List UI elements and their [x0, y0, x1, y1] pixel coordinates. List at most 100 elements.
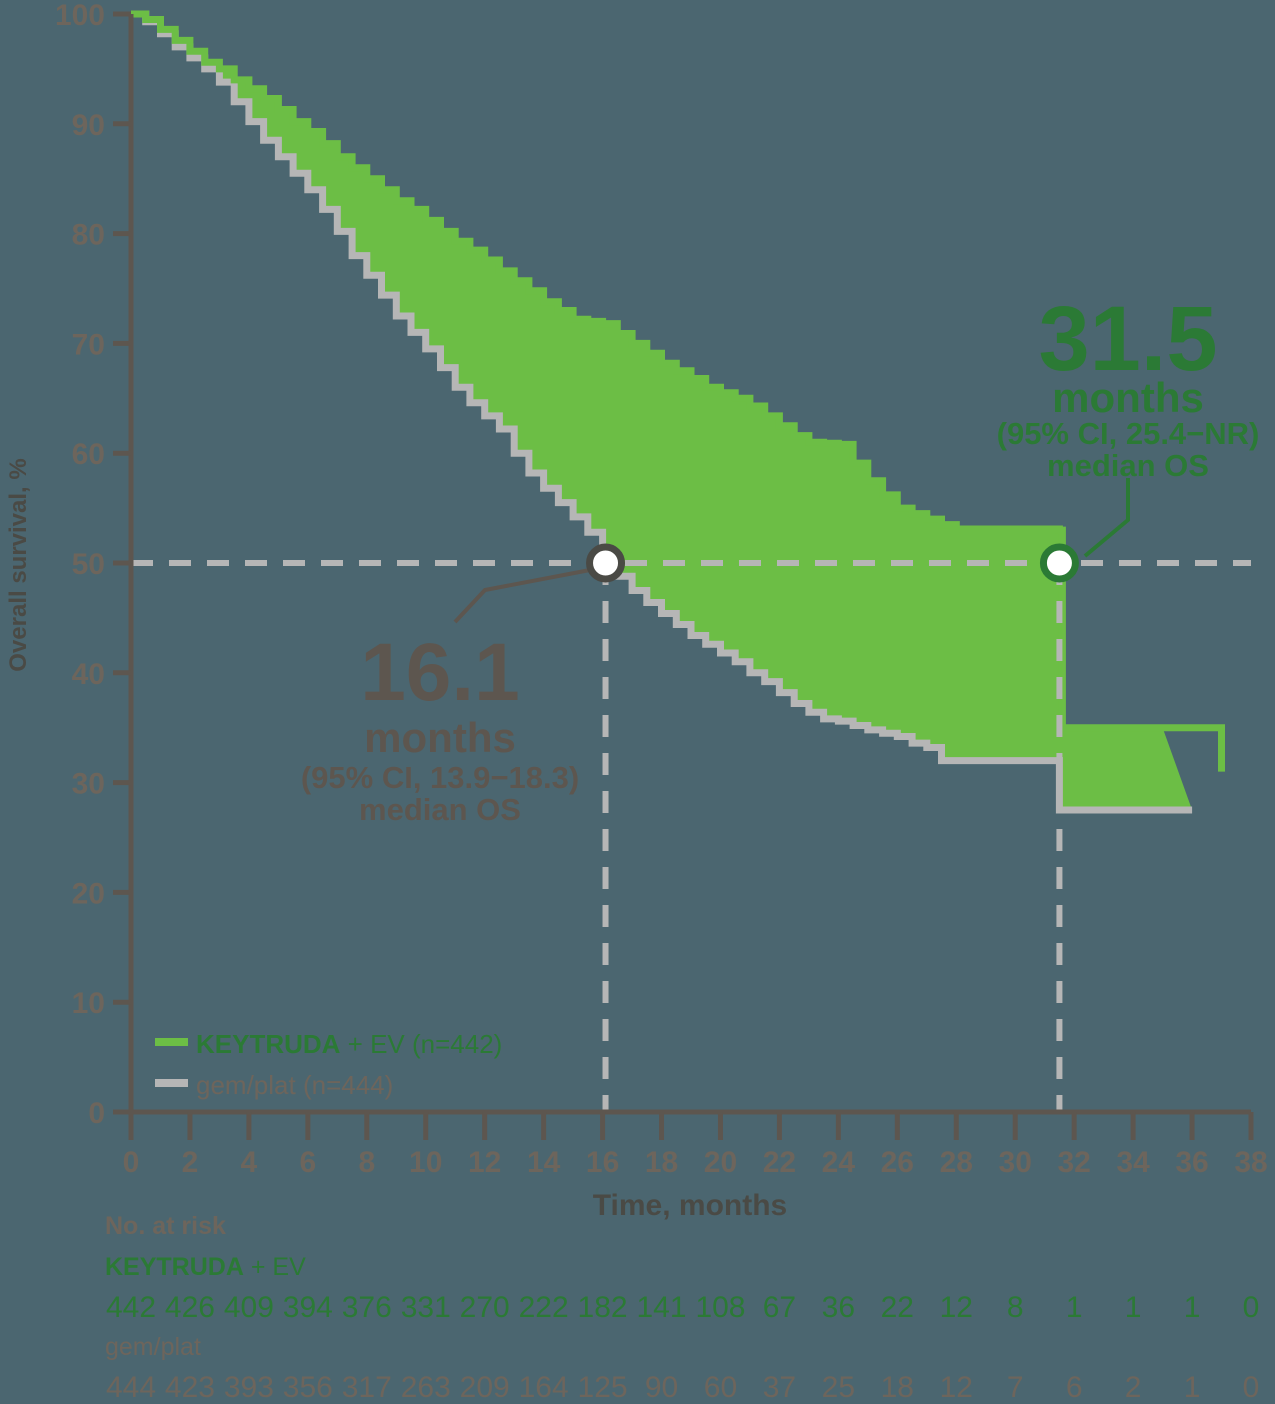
- risk-table-cell: 423: [165, 1371, 215, 1404]
- risk-table-cell: 18: [881, 1371, 914, 1404]
- risk-table-cell: 37: [763, 1371, 796, 1404]
- annotation-gemplat-unit: months: [364, 714, 516, 761]
- annotation-keytruda-median: 31.5 months (95% CI, 25.4−NR) median OS: [997, 288, 1260, 558]
- risk-table-cell: 164: [519, 1371, 569, 1404]
- annotation-keytruda-value: 31.5: [1038, 288, 1217, 390]
- risk-table-cell: 393: [224, 1371, 274, 1404]
- risk-table-cell: 444: [106, 1371, 156, 1404]
- legend-label-gemplat: gem/plat (n=444): [196, 1070, 393, 1100]
- x-axis-tick-label: 16: [586, 1146, 619, 1179]
- risk-table-cell: 36: [822, 1291, 855, 1324]
- risk-table-cell: 12: [940, 1371, 973, 1404]
- x-axis-tick-label: 30: [999, 1146, 1032, 1179]
- risk-table-cell: 90: [645, 1371, 678, 1404]
- risk-table-cell: 1: [1184, 1371, 1201, 1404]
- leader-line-keytruda: [1083, 478, 1130, 558]
- y-axis-tick-label: 0: [88, 1097, 105, 1130]
- risk-table-cell: 125: [578, 1371, 628, 1404]
- risk-table-title: No. at risk: [105, 1212, 226, 1240]
- between-curves-band: [131, 14, 1193, 810]
- risk-table-cell: 182: [578, 1291, 628, 1324]
- leader-line-gemplat: [453, 568, 591, 624]
- x-axis-tick-label: 8: [358, 1146, 375, 1179]
- risk-table-cell: 331: [401, 1291, 451, 1324]
- x-axis-tick-label: 22: [763, 1146, 796, 1179]
- risk-table-cell: 141: [636, 1291, 686, 1324]
- x-axis-tick-label: 12: [468, 1146, 501, 1179]
- x-axis-tick-label: 18: [645, 1146, 678, 1179]
- x-axis-tick-label: 10: [409, 1146, 442, 1179]
- x-axis-tick-label: 26: [881, 1146, 914, 1179]
- y-axis-tick-label: 10: [72, 987, 105, 1020]
- chart-legend: KEYTRUDA + EV (n=442) gem/plat (n=444): [155, 1029, 502, 1100]
- series-line-gemplat: [131, 10, 1193, 814]
- y-axis-tick-labels: 0 10 20 30 40 50 60 70 80 90 100: [55, 0, 105, 1130]
- annotation-keytruda-unit: months: [1052, 374, 1204, 421]
- x-axis-tick-label: 4: [241, 1146, 258, 1179]
- annotation-keytruda-caption: median OS: [1047, 448, 1209, 483]
- y-axis-ticks: [113, 11, 131, 1115]
- y-axis-tick-label: 20: [72, 877, 105, 910]
- x-axis-ticks: [128, 1112, 1254, 1140]
- risk-table-cell: 7: [1007, 1371, 1024, 1404]
- y-axis-title: Overall survival, %: [5, 458, 32, 671]
- x-axis-tick-label: 0: [123, 1146, 140, 1179]
- risk-table-cell: 60: [704, 1371, 737, 1404]
- y-axis-tick-label: 100: [55, 0, 105, 32]
- median-markers: [586, 543, 1079, 583]
- median-marker-keytruda[interactable]: [1039, 543, 1079, 583]
- annotation-gemplat-value: 16.1: [360, 627, 520, 718]
- y-axis-tick-label: 80: [72, 219, 105, 252]
- risk-row-values-gemplat: 444 423 393 356 317 263 209 164 125 90 60 37 25 18 12 7…: [106, 1371, 1259, 1404]
- y-axis-tick-label: 70: [72, 328, 105, 361]
- annotation-gemplat-median: 16.1 months (95% CI, 13.9−18.3) median O…: [301, 568, 591, 827]
- legend-label-keytruda: KEYTRUDA + EV (n=442): [196, 1029, 502, 1059]
- risk-table-cell: 442: [106, 1291, 156, 1324]
- risk-row-label-keytruda: KEYTRUDA + EV: [105, 1253, 306, 1281]
- risk-table-cell: 409: [224, 1291, 274, 1324]
- y-axis-tick-label: 40: [72, 658, 105, 691]
- annotation-gemplat-ci: (95% CI, 13.9−18.3): [301, 760, 579, 795]
- x-axis-tick-label: 20: [704, 1146, 737, 1179]
- x-axis-tick-label: 2: [182, 1146, 199, 1179]
- risk-table-cell: 356: [283, 1371, 333, 1404]
- risk-table-cell: 67: [763, 1291, 796, 1324]
- risk-table-cell: 1: [1184, 1291, 1201, 1324]
- risk-row-values-keytruda: 442 426 409 394 376 331 270 222 182 141 108 67 36 22 1…: [106, 1291, 1259, 1324]
- risk-table-cell: 8: [1007, 1291, 1024, 1324]
- x-axis-tick-label: 38: [1234, 1146, 1267, 1179]
- risk-table-cell: 2: [1125, 1371, 1142, 1404]
- risk-table-cell: 394: [283, 1291, 333, 1324]
- risk-table-cell: 1: [1066, 1291, 1083, 1324]
- risk-table-cell: 209: [460, 1371, 510, 1404]
- x-axis-tick-label: 14: [527, 1146, 561, 1179]
- x-axis-tick-labels: 0 2 4 6 8 10 12 14 16 18 20 22 24 26 28 30 32 34 36 38: [123, 1146, 1268, 1179]
- risk-table-cell: 270: [460, 1291, 510, 1324]
- risk-table-cell: 426: [165, 1291, 215, 1324]
- risk-table-cell: 263: [401, 1371, 451, 1404]
- x-axis-tick-label: 28: [940, 1146, 973, 1179]
- x-axis-tick-label: 32: [1057, 1146, 1090, 1179]
- axes: [113, 11, 1254, 1140]
- risk-table-cell: 1: [1125, 1291, 1142, 1324]
- y-axis-tick-label: 30: [72, 768, 105, 801]
- risk-table: No. at risk KEYTRUDA + EV 442 426 409 394 37…: [105, 1212, 1259, 1404]
- annotation-keytruda-ci: (95% CI, 25.4−NR): [997, 416, 1260, 451]
- risk-table-cell: 0: [1243, 1371, 1260, 1404]
- risk-table-cell: 222: [519, 1291, 569, 1324]
- x-axis-tick-label: 6: [299, 1146, 316, 1179]
- x-axis-tick-label: 36: [1175, 1146, 1208, 1179]
- risk-table-cell: 0: [1243, 1291, 1260, 1324]
- risk-table-cell: 376: [342, 1291, 392, 1324]
- risk-table-cell: 317: [342, 1371, 392, 1404]
- y-axis-tick-label: 60: [72, 438, 105, 471]
- x-axis-tick-label: 34: [1116, 1146, 1150, 1179]
- risk-table-cell: 22: [881, 1291, 914, 1324]
- risk-table-cell: 108: [695, 1291, 745, 1324]
- risk-table-cell: 12: [940, 1291, 973, 1324]
- y-axis-tick-label: 90: [72, 109, 105, 142]
- median-marker-gemplat[interactable]: [586, 543, 626, 583]
- y-axis-tick-label: 50: [72, 548, 105, 581]
